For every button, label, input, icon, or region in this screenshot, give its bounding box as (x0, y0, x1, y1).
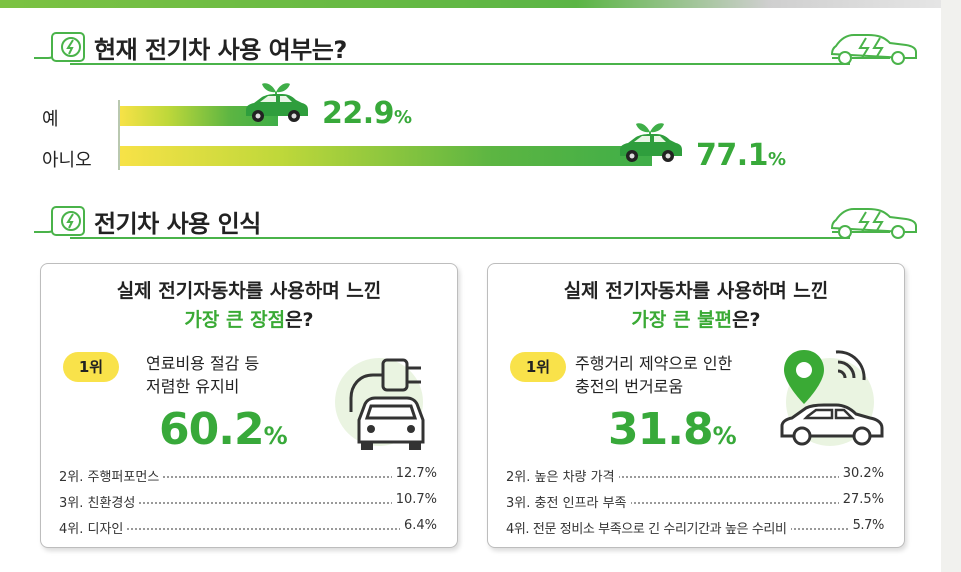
card-question-line1: 실제 전기자동차를 사용하며 느낀 (563, 280, 829, 302)
rank1-label-line2: 저렴한 유지비 (146, 377, 240, 396)
top-color-strip (0, 0, 961, 8)
section-header-perception: 전기차 사용 인식 (30, 202, 920, 242)
card-question-highlight: 가장 큰 장점 (184, 309, 286, 331)
map-pin-car-icon (780, 350, 884, 446)
card-question-suffix: 은? (732, 309, 761, 331)
ev-car-outline-icon (830, 208, 917, 239)
section-title: 현재 전기차 사용 여부는? (94, 36, 347, 64)
list-item-label: 4위. 전문 정비소 부족으로 긴 수리기간과 높은 수리비 (506, 518, 791, 537)
list-item-value: 27.5% (838, 492, 884, 507)
card-question-highlight: 가장 큰 불편 (631, 309, 733, 331)
rank1-label: 연료비용 절감 등 저렴한 유지비 (146, 352, 259, 398)
ev-car-outline-icon (830, 34, 917, 65)
list-item: 4위. 전문 정비소 부족으로 긴 수리기간과 높은 수리비 5.7% (506, 518, 884, 537)
rank1-label: 주행거리 제약으로 인한 충전의 번거로움 (575, 352, 732, 398)
section-rule (70, 63, 850, 65)
list-item-value: 10.7% (391, 492, 437, 507)
card-question-line2: 가장 큰 불편은? (488, 305, 904, 332)
list-item: 2위. 높은 차량 가격 30.2% (506, 466, 884, 485)
list-item-label: 3위. 충전 인프라 부족 (506, 492, 631, 511)
ev-charger-plug-icon (34, 206, 85, 236)
list-item-value: 12.7% (391, 466, 437, 481)
list-item-label: 2위. 높은 차량 가격 (506, 466, 619, 485)
leader-dots (59, 528, 437, 530)
leader-dots (59, 476, 437, 478)
rank1-label-line1: 연료비용 절감 등 (146, 354, 260, 373)
leader-dots (506, 476, 884, 478)
leader-dots (59, 502, 437, 504)
page-edge (941, 0, 961, 572)
bar-no (120, 146, 652, 166)
list-item-label: 2위. 주행퍼포먼스 (59, 466, 164, 485)
rank1-badge: 1위 (63, 352, 119, 382)
leader-dots (506, 502, 884, 504)
list-item-value: 30.2% (838, 466, 884, 481)
plug-car-icon (335, 358, 425, 450)
card-question-line2: 가장 큰 장점은? (41, 305, 457, 332)
inconvenience-card: 실제 전기자동차를 사용하며 느낀 가장 큰 불편은? 1위 주행거리 제약으로… (487, 263, 905, 548)
row-label-yes: 예 (42, 109, 59, 130)
bar-value-label-no: 77.1% (696, 138, 786, 173)
list-item-value: 6.4% (399, 518, 437, 533)
rank1-badge: 1위 (510, 352, 566, 382)
ev-charger-plug-icon (34, 32, 85, 62)
bar-yes (120, 106, 278, 126)
list-item: 3위. 충전 인프라 부족 27.5% (506, 492, 884, 511)
list-item: 2위. 주행퍼포먼스 12.7% (59, 466, 437, 485)
row-label-no: 아니오 (42, 150, 92, 171)
rank1-label-line1: 주행거리 제약으로 인한 (575, 354, 733, 373)
rank1-value: 31.8% (608, 404, 737, 455)
card-question-suffix: 은? (285, 309, 314, 331)
list-item-value: 5.7% (848, 518, 884, 533)
eco-car-leaf-icon (620, 123, 682, 162)
list-item-label: 4위. 디자인 (59, 518, 128, 537)
list-item: 3위. 친환경성 10.7% (59, 492, 437, 511)
section-header-usage: 현재 전기차 사용 여부는? (30, 28, 920, 68)
bar-value-label-yes: 22.9% (322, 96, 412, 131)
list-item: 4위. 디자인 6.4% (59, 518, 437, 537)
eco-car-leaf-icon (246, 83, 308, 122)
card-question-line1: 실제 전기자동차를 사용하며 느낀 (116, 280, 382, 302)
rank1-label-line2: 충전의 번거로움 (575, 377, 684, 396)
chart-axis-line (118, 100, 120, 170)
list-item-label: 3위. 친환경성 (59, 492, 140, 511)
section-title: 전기차 사용 인식 (94, 210, 261, 238)
rank1-value: 60.2% (159, 404, 288, 455)
advantage-card: 실제 전기자동차를 사용하며 느낀 가장 큰 장점은? 1위 연료비용 절감 등… (40, 263, 458, 548)
section-rule (70, 237, 850, 239)
